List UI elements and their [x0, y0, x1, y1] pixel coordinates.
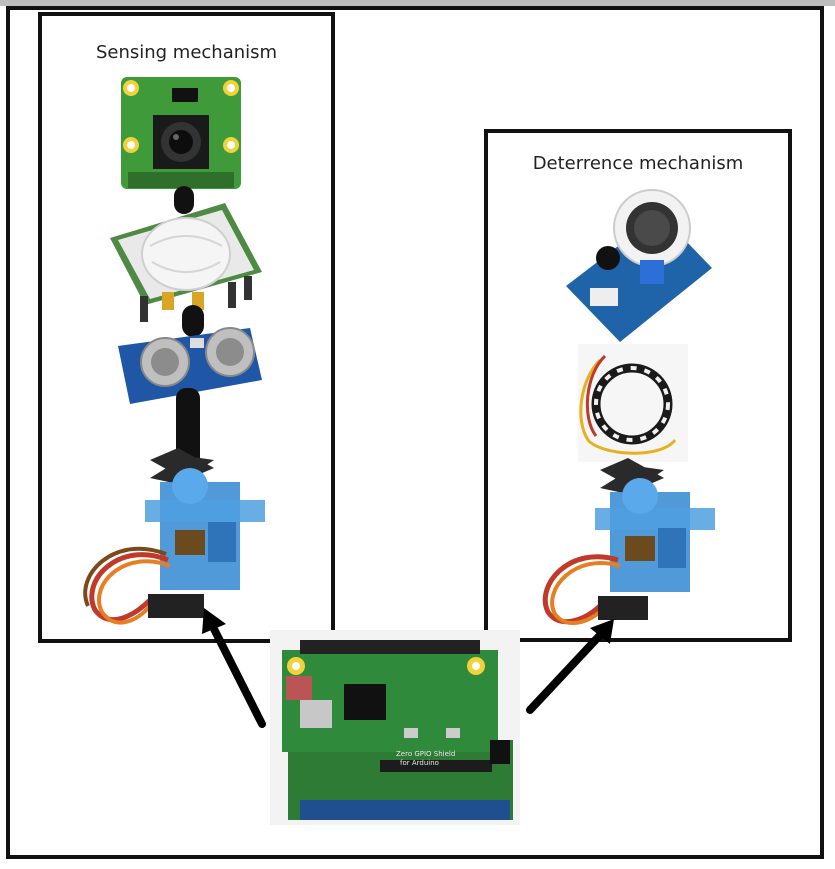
servo-left	[145, 448, 265, 590]
servo-right-cable	[542, 554, 648, 625]
sensing-title: Sensing mechanism	[95, 42, 278, 63]
deterrence-title: Deterrence mechanism	[532, 153, 744, 174]
controller-board: Zero GPIO Shield for Arduino	[270, 630, 520, 825]
camera-module	[121, 77, 241, 189]
servo-left-cable	[83, 546, 204, 625]
ultrasonic-sensor	[118, 327, 262, 404]
led-ring	[578, 344, 688, 462]
arrow-to-sensing	[202, 608, 266, 728]
window-top-strip	[0, 0, 835, 6]
servo-right	[595, 458, 715, 592]
arrow-to-deterrence	[526, 619, 614, 714]
board-silk-line2: for Arduino	[400, 759, 439, 767]
speaker-module	[566, 189, 712, 342]
link-pir-ultrasonic	[182, 305, 204, 337]
pir-sensor	[110, 203, 262, 322]
link-camera-pir	[174, 186, 194, 214]
board-silk-line1: Zero GPIO Shield	[396, 750, 455, 758]
